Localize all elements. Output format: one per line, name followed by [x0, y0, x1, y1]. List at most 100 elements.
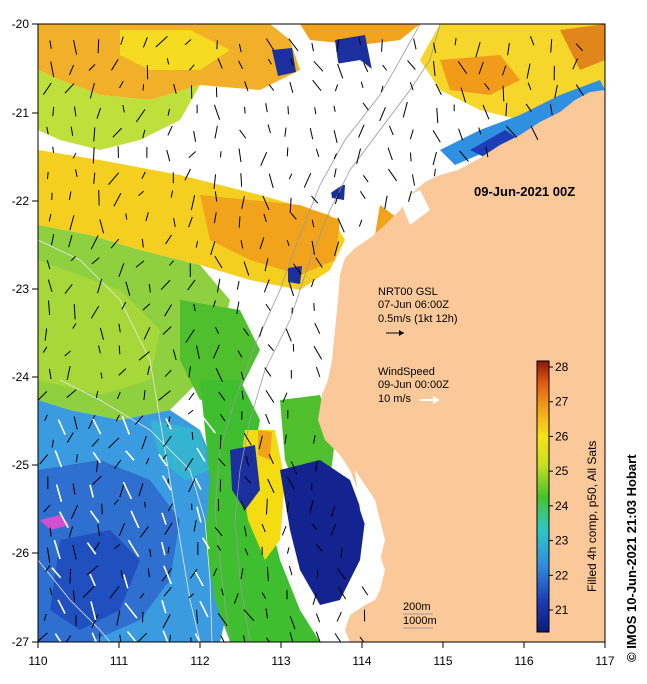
currents-legend-title: NRT00 GSL [378, 286, 438, 298]
current-arrow [86, 565, 99, 576]
current-arrow [409, 129, 414, 140]
colorbar-caption: Filled 4h comp, p50, All Sats [585, 441, 599, 592]
wind-legend: WindSpeed 09-Jun 00:00Z 10 m/s [378, 366, 449, 405]
current-arrow [220, 588, 224, 596]
current-arrow [243, 432, 252, 446]
current-arrow [111, 58, 119, 71]
current-arrow [457, 61, 468, 74]
current-arrow [196, 609, 198, 624]
current-arrow [213, 567, 218, 577]
current-arrow [188, 366, 192, 378]
current-arrow [217, 58, 223, 69]
current-arrow [213, 212, 217, 224]
current-arrow [529, 36, 535, 46]
wind-arrow [165, 418, 172, 430]
current-arrow [145, 212, 149, 221]
current-arrow [309, 500, 314, 513]
current-arrow [460, 87, 467, 103]
wind-arrow [123, 574, 129, 589]
current-arrow [135, 260, 145, 268]
current-arrow [575, 43, 583, 52]
current-arrow [289, 632, 294, 642]
depth-legend-200m: 200m [403, 601, 431, 613]
wind-legend-scale: 10 m/s [378, 393, 412, 405]
current-arrow [160, 279, 171, 290]
current-arrow [267, 478, 275, 494]
current-arrow [64, 284, 73, 294]
current-arrow [432, 130, 441, 143]
depth-legend-1000m: 1000m [403, 615, 437, 627]
current-arrow [214, 191, 218, 202]
current-arrow [73, 304, 76, 320]
current-arrow [147, 568, 150, 578]
current-arrow [505, 125, 518, 138]
current-arrow [218, 391, 226, 401]
current-arrow [137, 632, 148, 642]
current-arrow [96, 107, 102, 119]
current-arrow [66, 432, 74, 443]
current-arrow [241, 390, 244, 400]
current-arrow [284, 127, 287, 137]
current-arrow [134, 415, 144, 425]
current-arrow [97, 39, 100, 54]
current-arrow [169, 634, 171, 642]
current-arrow [387, 147, 393, 161]
current-arrow [97, 524, 101, 537]
current-arrow [92, 475, 102, 485]
current-arrow [435, 83, 442, 96]
current-arrow [142, 611, 144, 623]
current-arrow [141, 171, 146, 179]
colorbar-tick-28: 28 [555, 360, 569, 374]
current-arrow [72, 483, 76, 495]
current-arrow [173, 83, 177, 94]
current-arrow [286, 147, 289, 157]
current-arrow [554, 84, 558, 98]
current-arrow [333, 105, 336, 112]
x-axis: 110 111 112 113 114 115 116 117 [28, 642, 615, 668]
current-arrow [166, 58, 170, 65]
current-arrow [167, 416, 171, 427]
current-arrow [290, 58, 294, 66]
lon-label-115: 115 [433, 654, 452, 668]
current-arrow [138, 351, 150, 361]
current-arrow [402, 101, 408, 118]
current-arrow [261, 592, 266, 599]
current-arrow [189, 568, 198, 579]
current-arrow [144, 501, 146, 508]
current-arrow [380, 85, 384, 93]
current-arrow [72, 544, 77, 560]
current-arrow [163, 586, 172, 597]
current-arrow [139, 592, 145, 599]
current-arrow [261, 523, 266, 533]
wind-arrow [121, 415, 131, 435]
current-arrow [212, 300, 216, 308]
current-arrow [164, 522, 173, 535]
wind-arrow [53, 539, 61, 560]
current-arrow [454, 37, 457, 46]
current-arrow [120, 570, 124, 579]
current-arrow [52, 106, 55, 117]
current-arrow [188, 151, 196, 158]
current-arrow [135, 109, 146, 123]
wind-arrow [163, 565, 172, 585]
current-arrow [119, 634, 122, 642]
current-arrow [143, 389, 146, 400]
current-arrow [215, 326, 219, 334]
current-arrow [340, 547, 343, 558]
wind-arrow [57, 419, 66, 436]
lat-label-24: -24 [12, 370, 30, 384]
current-arrow [433, 42, 437, 53]
current-arrow [64, 83, 75, 94]
current-arrow [218, 458, 226, 467]
current-arrow [45, 564, 51, 572]
current-arrow [243, 261, 250, 276]
current-arrow [184, 457, 194, 471]
current-arrow [388, 125, 394, 136]
current-arrow [119, 80, 124, 89]
current-arrow [149, 548, 152, 557]
current-arrow [478, 61, 484, 75]
current-arrow [288, 173, 293, 180]
current-arrow [288, 38, 299, 52]
current-arrow [213, 174, 217, 190]
current-arrow [311, 42, 314, 52]
